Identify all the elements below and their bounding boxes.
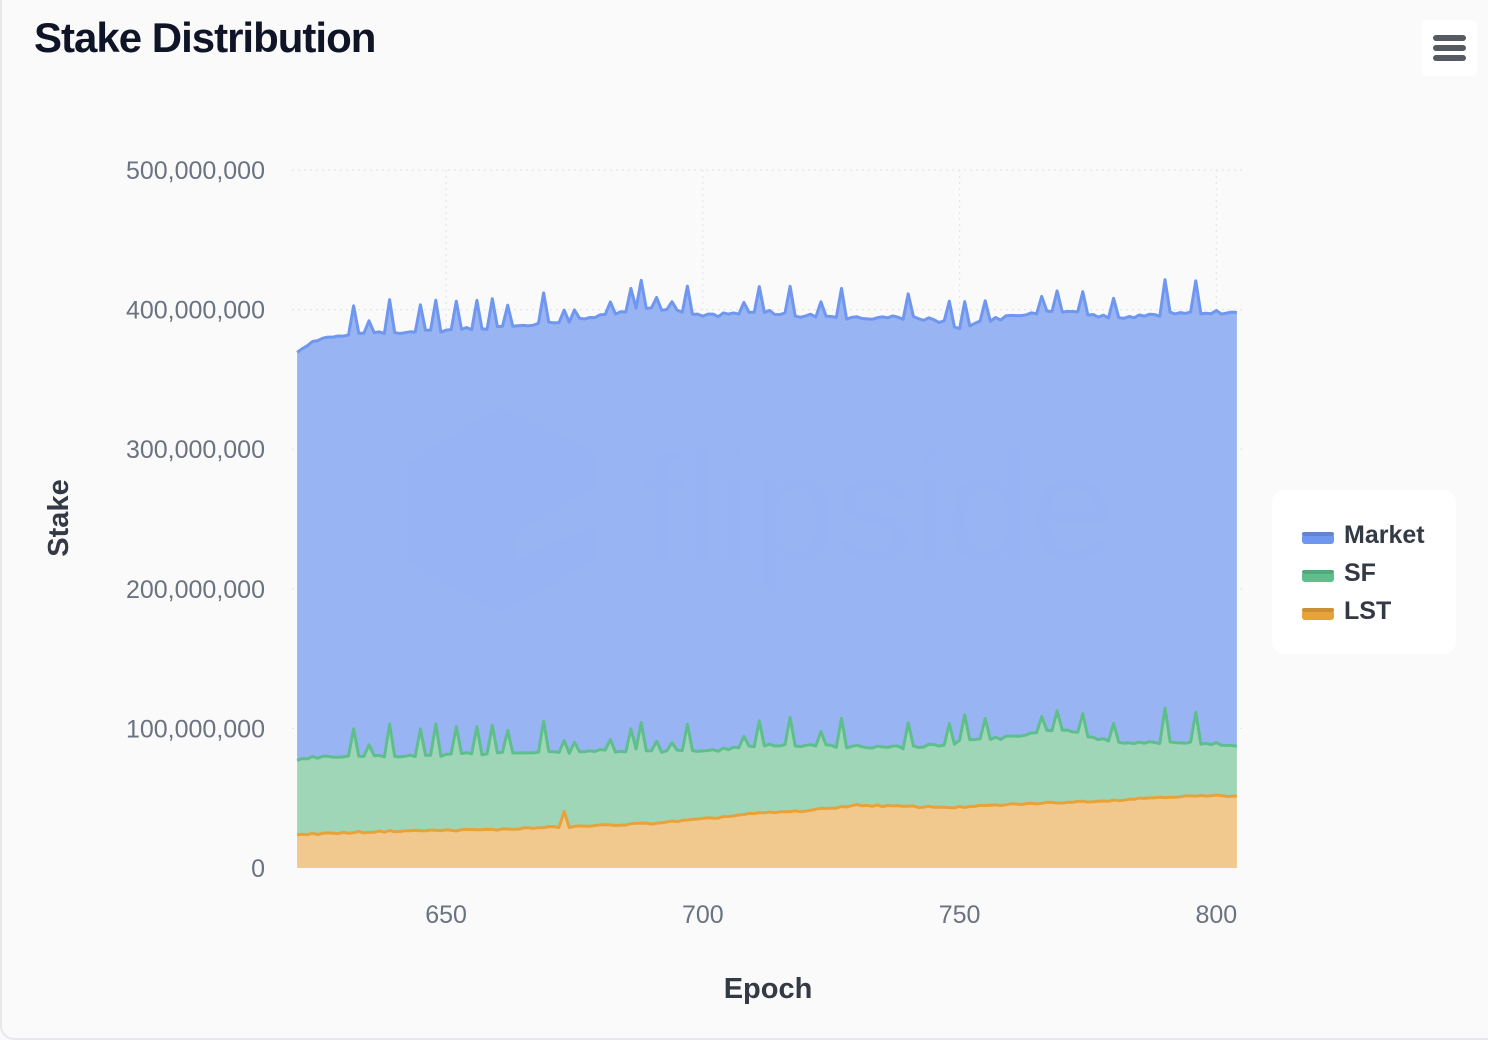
- y-tick-label: 400,000,000: [126, 297, 265, 325]
- series-line-sf[interactable]: [296, 706, 1238, 762]
- x-tick-label: 750: [939, 901, 981, 929]
- area-layer: [296, 278, 1238, 868]
- legend-label-lst: LST: [1344, 597, 1392, 625]
- y-tick-labels: 0 100,000,000 200,000,000 300,000,000 400,00…: [126, 157, 265, 883]
- x-tick-labels: 650 700 750 800: [425, 901, 1237, 929]
- hamburger-menu-icon[interactable]: [1421, 20, 1477, 76]
- page-title: Stake Distribution: [34, 14, 376, 61]
- y-tick-label: 500,000,000: [126, 157, 265, 185]
- series-line-market[interactable]: [296, 278, 1238, 354]
- x-tick-label: 700: [682, 901, 724, 929]
- area-market[interactable]: [297, 279, 1237, 761]
- legend-label-sf: SF: [1344, 559, 1376, 587]
- legend-swatch-market: [1302, 534, 1334, 544]
- x-axis-title: Epoch: [724, 973, 813, 1005]
- y-axis-title: Stake: [43, 479, 75, 556]
- legend-swatch-sf: [1302, 572, 1334, 582]
- y-tick-label: 300,000,000: [126, 436, 265, 464]
- x-tick-label: 800: [1195, 901, 1237, 929]
- x-tick-label: 650: [425, 901, 467, 929]
- area-lst[interactable]: [297, 795, 1237, 868]
- legend-swatch-lst: [1302, 610, 1334, 620]
- legend: Market SF LST: [1272, 490, 1456, 654]
- y-tick-label: 200,000,000: [126, 576, 265, 604]
- legend-label-market: Market: [1344, 521, 1425, 549]
- y-tick-label: 0: [251, 855, 265, 883]
- y-tick-label: 100,000,000: [126, 715, 265, 743]
- series-line-lst[interactable]: [296, 793, 1238, 837]
